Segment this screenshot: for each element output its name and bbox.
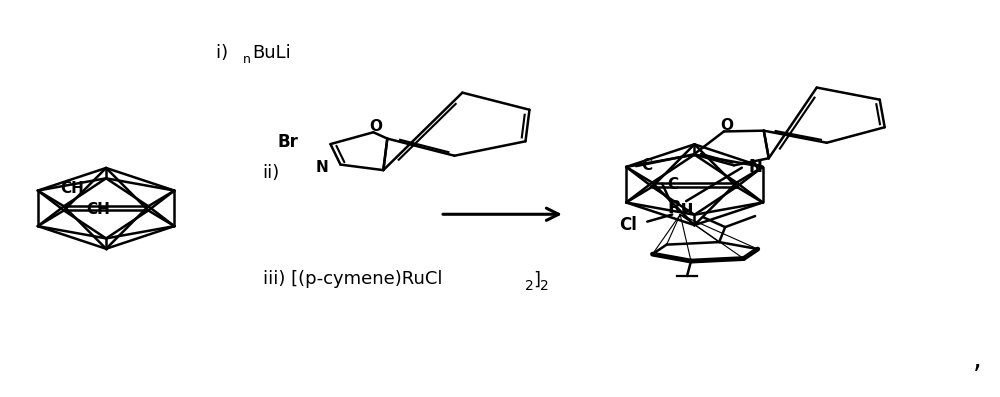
Text: Br: Br (278, 133, 299, 151)
Text: 2: 2 (525, 279, 534, 293)
Text: BuLi: BuLi (253, 44, 291, 62)
Text: iii) [(p-cymene)RuCl: iii) [(p-cymene)RuCl (263, 270, 442, 288)
Text: O: O (369, 119, 382, 134)
Text: C: C (641, 158, 652, 173)
Text: C: C (667, 177, 678, 192)
Text: CH: CH (86, 202, 110, 217)
Text: CH: CH (60, 181, 84, 196)
Text: ii): ii) (263, 164, 280, 182)
Text: Ru: Ru (667, 199, 693, 217)
Text: 2: 2 (540, 279, 549, 293)
Text: i): i) (216, 44, 234, 62)
Text: ,: , (973, 346, 982, 374)
Text: ]: ] (533, 270, 540, 288)
Text: N: N (316, 160, 328, 175)
Text: Cl: Cl (619, 216, 637, 234)
Text: N: N (749, 158, 763, 176)
Text: O: O (720, 118, 733, 133)
Text: n: n (243, 53, 251, 66)
